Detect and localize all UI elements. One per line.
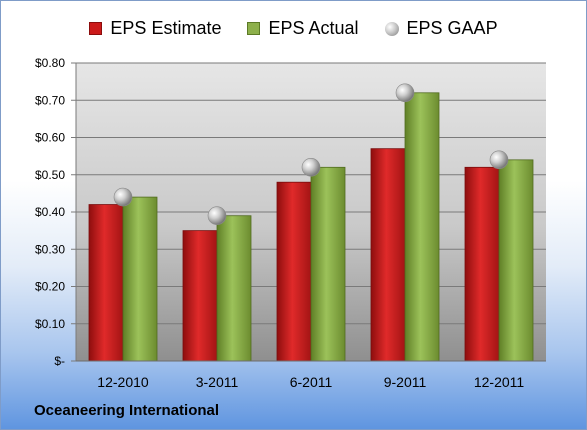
y-tick-label: $0.30 xyxy=(35,242,65,256)
x-tick-label: 12-2011 xyxy=(474,374,525,390)
bar-eps-actual xyxy=(122,196,158,362)
x-tick-label: 12-2010 xyxy=(97,374,149,390)
legend-swatch-eps-actual xyxy=(247,22,261,35)
bar-eps-estimate xyxy=(276,181,312,362)
bar-eps-actual xyxy=(404,92,440,362)
gaap-markers xyxy=(113,83,509,226)
x-tick-label: 3-2011 xyxy=(196,374,239,390)
legend-swatch-eps-gaap xyxy=(384,21,399,36)
y-tick-label: $- xyxy=(54,354,65,368)
legend-label-eps-actual: EPS Actual xyxy=(268,18,359,38)
y-axis: $- $0.10 $0.20 $0.30 $0.40 $0.50 $0.60 $0.70 $0.… xyxy=(35,56,77,368)
x-axis: 12-2010 3-2011 6-2011 9-2011 12-2011 xyxy=(76,360,546,390)
y-tick-label: $0.10 xyxy=(35,317,65,331)
y-tick-label: $0.60 xyxy=(35,131,65,145)
marker-eps-gaap xyxy=(207,206,227,226)
legend-item-eps-gaap: EPS GAAP xyxy=(384,18,498,39)
bar-eps-actual xyxy=(498,159,534,362)
bar-eps-estimate xyxy=(182,230,218,362)
legend-item-eps-actual: EPS Actual xyxy=(247,18,359,39)
legend-label-eps-estimate: EPS Estimate xyxy=(110,18,222,38)
bar-eps-actual xyxy=(216,215,252,362)
marker-eps-gaap xyxy=(301,158,321,177)
y-tick-label: $0.70 xyxy=(35,93,65,107)
legend: EPS Estimate EPS Actual EPS GAAP xyxy=(1,18,586,39)
marker-eps-gaap xyxy=(395,83,415,103)
legend-swatch-eps-estimate xyxy=(89,22,103,35)
marker-eps-gaap xyxy=(113,187,133,207)
y-tick-label: $0.40 xyxy=(35,205,65,219)
y-tick-label: $0.20 xyxy=(35,280,65,294)
legend-item-eps-estimate: EPS Estimate xyxy=(89,18,221,39)
x-tick-label: 6-2011 xyxy=(290,374,333,390)
company-name: Oceaneering International xyxy=(34,402,220,419)
y-tick-label: $0.50 xyxy=(35,168,65,182)
marker-eps-gaap xyxy=(489,150,509,170)
y-tick-label: $0.80 xyxy=(35,56,65,70)
bar-eps-actual xyxy=(310,166,346,362)
bar-eps-estimate xyxy=(464,166,500,362)
legend-label-eps-gaap: EPS GAAP xyxy=(406,18,498,38)
bar-eps-estimate xyxy=(370,148,406,362)
bar-eps-estimate xyxy=(88,204,124,362)
x-tick-label: 9-2011 xyxy=(384,374,427,390)
bars xyxy=(88,92,534,362)
